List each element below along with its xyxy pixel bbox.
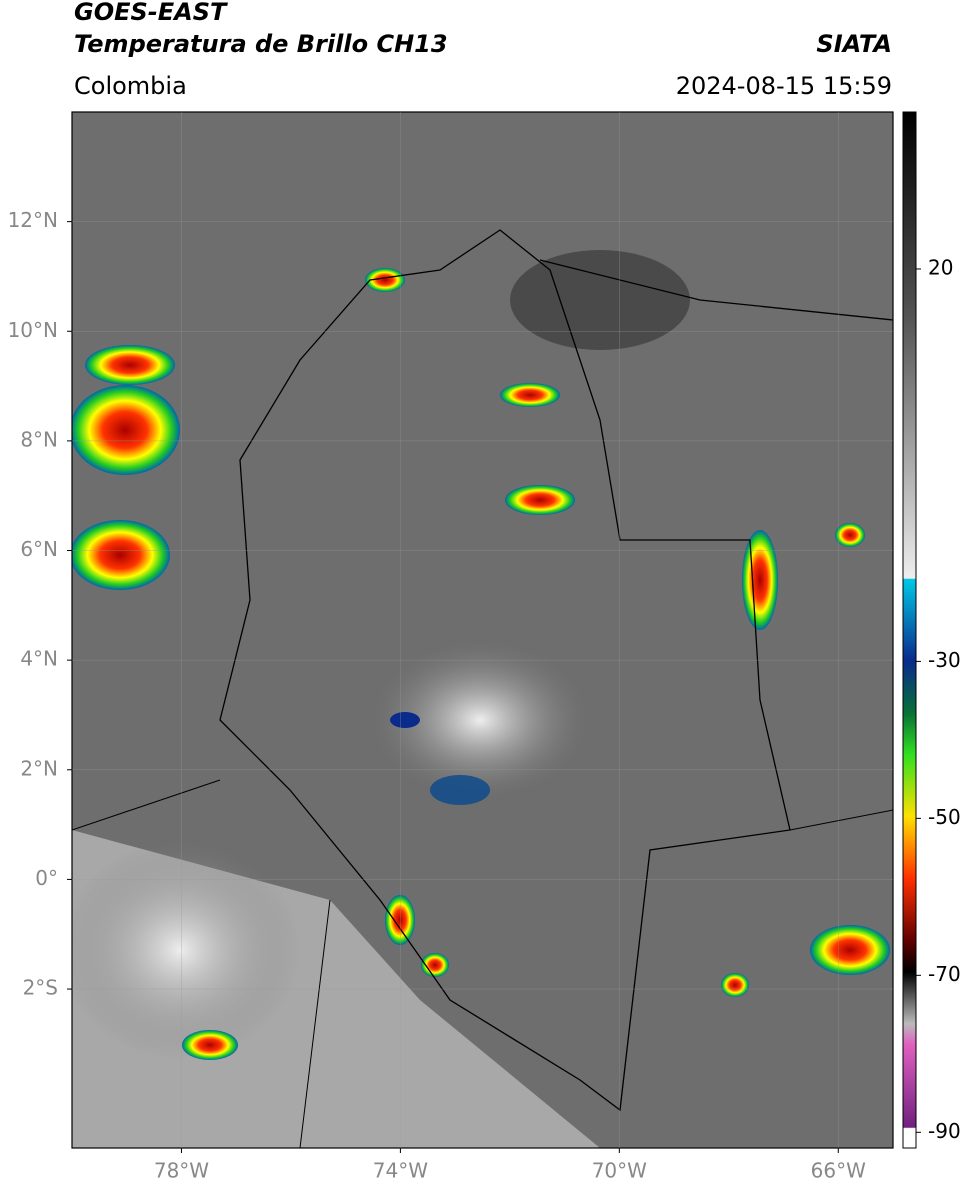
x-tick-label: 74°W [373, 1159, 428, 1183]
colorbar-tick-label: 20 [928, 255, 953, 279]
region: Colombia [74, 72, 187, 100]
colorbar-tick-label: -90 [928, 1119, 961, 1143]
map-frame [71, 111, 894, 1149]
colorbar [902, 111, 917, 1149]
colorbar-tick-label: -50 [928, 805, 961, 829]
y-tick-label: 2°N [20, 756, 58, 780]
x-tick-label: 78°W [154, 1159, 209, 1183]
y-tick-label: 0° [35, 866, 58, 890]
x-tick-label: 66°W [811, 1159, 866, 1183]
colorbar-tick-label: -70 [928, 962, 961, 986]
y-tick-label: 4°N [20, 647, 58, 671]
x-tick-label: 70°W [592, 1159, 647, 1183]
source: SIATA [816, 30, 892, 58]
satellite: GOES-EAST [74, 0, 228, 26]
product: Temperatura de Brillo CH13 [74, 30, 448, 58]
colorbar-tick-label: -30 [928, 648, 961, 672]
imagery [72, 112, 893, 1148]
y-tick-label: 10°N [8, 318, 58, 342]
y-tick-label: 8°N [20, 427, 58, 451]
y-tick-label: 2°S [23, 976, 58, 1000]
y-tick-label: 12°N [8, 208, 58, 232]
datetime: 2024-08-15 15:59 [676, 72, 892, 100]
y-tick-label: 6°N [20, 537, 58, 561]
